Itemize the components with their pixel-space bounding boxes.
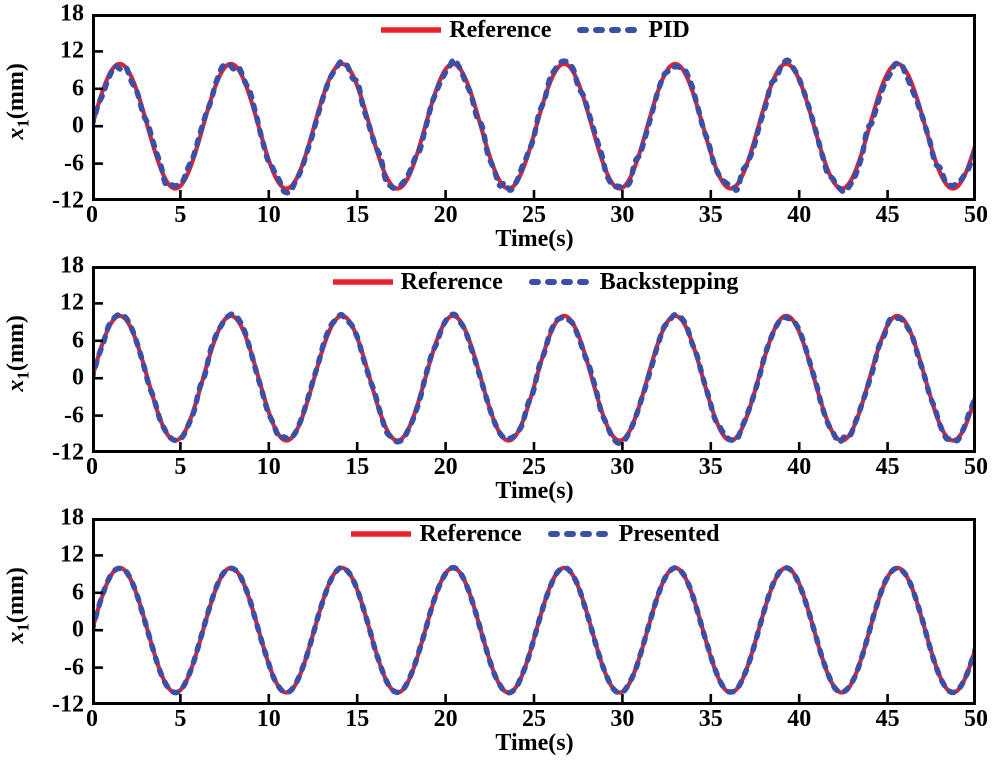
x-tick-label: 30 (610, 202, 635, 228)
x-tick-label: 50 (964, 202, 988, 228)
x-tick-label: 50 (964, 454, 988, 480)
x-tick-label: 45 (875, 706, 900, 732)
series-line-reference (92, 61, 976, 191)
x-axis-label: Time(s) (495, 226, 574, 252)
x-tick-label: 15 (345, 706, 370, 732)
x-tick-label: 30 (610, 706, 635, 732)
plot-canvas (92, 518, 976, 705)
x-tick-label: 35 (698, 706, 723, 732)
y-tick-label: 18 (60, 504, 84, 531)
x-tick-label: 45 (875, 202, 900, 228)
plot-area: Reference Presented (92, 506, 977, 705)
x-tick-label: 20 (433, 202, 458, 228)
y-tick-label: -6 (64, 654, 84, 681)
x-tick-label: 25 (522, 202, 546, 228)
x-tick-label: 10 (256, 454, 281, 480)
plot-canvas (92, 14, 976, 201)
x-tick-labels: 0 5 10 15 20 25 30 35 40 45 50 (86, 705, 988, 732)
y-tick-label: 6 (72, 579, 84, 606)
series-line-backstepping (92, 311, 976, 446)
x-tick-label: 35 (698, 454, 723, 480)
x-tick-labels: 0 5 10 15 20 25 30 35 40 45 50 (86, 453, 988, 480)
y-tick-label: -6 (64, 150, 84, 177)
y-tick-label: -6 (64, 402, 84, 429)
y-tick-label: 0 (72, 616, 84, 643)
y-tick-labels: 18 12 6 0 -6 -12 (36, 506, 92, 717)
x-tick-label: 30 (610, 454, 635, 480)
plot-area: Reference PID (92, 2, 977, 201)
x-tick-labels: 0 5 10 15 20 25 30 35 40 45 50 (86, 201, 988, 228)
subplot-pid: x1(mm) 18 12 6 0 -6 -12 Reference PID 0 5 10 15 20… (0, 2, 995, 254)
series-line-presented (92, 564, 976, 696)
plot-area: Reference Backstepping (92, 254, 977, 453)
x-tick-label: 15 (345, 202, 370, 228)
y-tick-label: 12 (60, 37, 84, 64)
x-tick-label: 50 (964, 706, 988, 732)
x-tick-label: 35 (698, 202, 723, 228)
y-tick-label: 18 (60, 0, 84, 27)
x-tick-label: 5 (174, 202, 187, 228)
y-tick-label: 0 (72, 364, 84, 391)
y-tick-label: 0 (72, 112, 84, 139)
x-tick-label: 20 (433, 454, 458, 480)
x-tick-label: 25 (522, 706, 546, 732)
x-axis-label: Time(s) (495, 730, 574, 756)
x-tick-label: 40 (787, 454, 812, 480)
x-tick-label: 40 (787, 706, 812, 732)
y-axis-label: x1(mm) (0, 506, 36, 705)
x-tick-label: 40 (787, 202, 812, 228)
y-tick-label: 18 (60, 252, 84, 279)
x-tick-label: 0 (86, 202, 98, 228)
x-tick-label: 10 (256, 706, 281, 732)
y-axis-label: x1(mm) (0, 254, 36, 453)
x-tick-label: 15 (345, 454, 370, 480)
y-tick-label: -12 (52, 439, 84, 466)
y-tick-labels: 18 12 6 0 -6 -12 (36, 2, 92, 213)
x-tick-label: 5 (174, 706, 187, 732)
x-tick-label: 5 (174, 454, 187, 480)
x-axis-label: Time(s) (495, 478, 574, 504)
series-line-pid (92, 56, 976, 196)
y-tick-label: 12 (60, 289, 84, 316)
y-tick-label: 6 (72, 75, 84, 102)
y-tick-label: 12 (60, 541, 84, 568)
y-axis-label: x1(mm) (0, 2, 36, 201)
x-tick-label: 45 (875, 454, 900, 480)
x-tick-label: 20 (433, 706, 458, 732)
plot-canvas (92, 266, 976, 453)
subplot-backstepping: x1(mm) 18 12 6 0 -6 -12 Reference Backstepping… (0, 254, 995, 506)
x-tick-label: 0 (86, 454, 98, 480)
y-tick-label: -12 (52, 187, 84, 214)
x-tick-label: 10 (256, 202, 281, 228)
y-axis-label-text: x1(mm) (2, 567, 33, 644)
y-tick-labels: 18 12 6 0 -6 -12 (36, 254, 92, 465)
y-tick-label: -12 (52, 691, 84, 718)
y-axis-label-text: x1(mm) (2, 315, 33, 392)
x-tick-label: 25 (522, 454, 546, 480)
x-tick-label: 0 (86, 706, 98, 732)
y-tick-label: 6 (72, 327, 84, 354)
y-axis-label-text: x1(mm) (2, 63, 33, 140)
